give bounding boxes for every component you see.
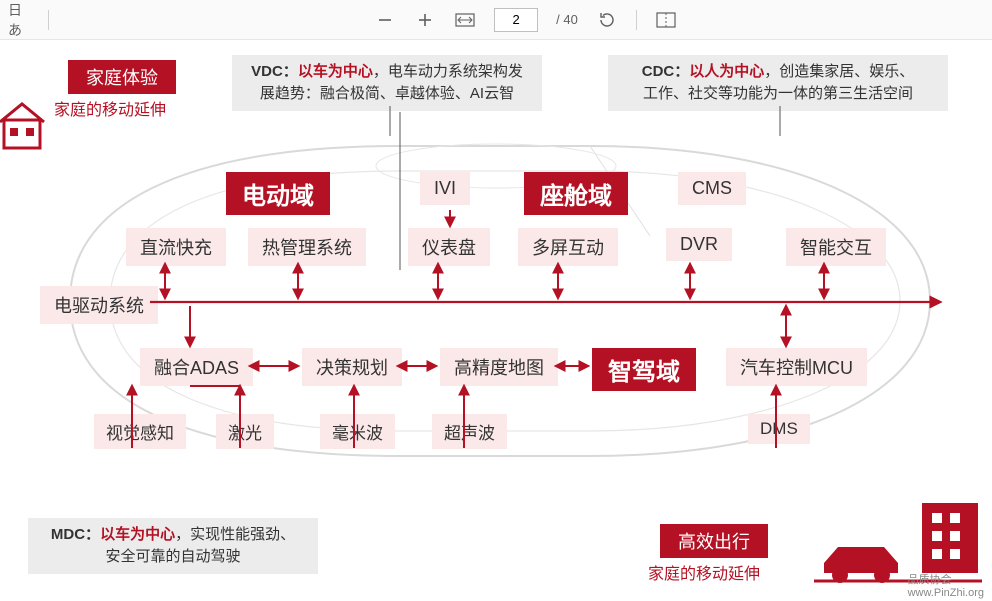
toolbar-separator xyxy=(48,10,49,30)
node-adas: 融合ADAS xyxy=(140,348,253,386)
node-planning: 决策规划 xyxy=(302,348,402,386)
page-view-icon[interactable] xyxy=(655,9,677,31)
node-cms: CMS xyxy=(678,172,746,205)
node-edrive: 电驱动系统 xyxy=(40,286,158,324)
badge-travel: 高效出行 xyxy=(660,524,768,558)
node-mcu: 汽车控制MCU xyxy=(726,348,867,386)
mdc-tag: MDC： xyxy=(51,526,100,543)
page-total-label: / 40 xyxy=(556,12,578,27)
vdc-text1: ，电车动力系统架构发 xyxy=(373,63,523,80)
fit-width-icon[interactable] xyxy=(454,9,476,31)
zoom-in-icon[interactable] xyxy=(414,9,436,31)
info-vdc: VDC：以车为中心，电车动力系统架构发 展趋势：融合极简、卓越体验、AI云智 xyxy=(232,55,542,111)
cdc-tag: CDC： xyxy=(642,63,690,80)
watermark-text2: www.PinZhi.org xyxy=(908,587,984,599)
node-dms: DMS xyxy=(748,414,810,444)
info-mdc: MDC：以车为中心，实现性能强劲、 安全可靠的自动驾驶 xyxy=(28,518,318,574)
badge-family: 家庭体验 xyxy=(68,60,176,94)
cdc-text2: 工作、社交等功能为一体的第三生活空间 xyxy=(643,85,913,102)
node-dc-charge: 直流快充 xyxy=(126,228,226,266)
vdc-tag: VDC： xyxy=(251,63,298,80)
watermark-text1: 品质协会 xyxy=(908,574,952,586)
node-multiscreen: 多屏互动 xyxy=(518,228,618,266)
domain-cockpit: 座舱域 xyxy=(524,172,628,215)
zoom-out-icon[interactable] xyxy=(374,9,396,31)
page-number-input[interactable] xyxy=(494,8,538,32)
rotate-icon[interactable] xyxy=(596,9,618,31)
cdc-text1: ，创造集家居、娱乐、 xyxy=(764,63,914,80)
watermark: 品质协会 www.PinZhi.org xyxy=(908,571,984,599)
toolbar-separator xyxy=(636,10,637,30)
node-cluster: 仪表盘 xyxy=(408,228,490,266)
house-icon xyxy=(0,98,56,154)
cdc-highlight: 以人为中心 xyxy=(689,63,764,80)
node-thermal: 热管理系统 xyxy=(248,228,366,266)
node-hmi: 智能交互 xyxy=(786,228,886,266)
info-cdc: CDC：以人为中心，创造集家居、娱乐、 工作、社交等功能为一体的第三生活空间 xyxy=(608,55,948,111)
vdc-text2: 展趋势：融合极简、卓越体验、AI云智 xyxy=(260,85,514,102)
node-hdmap: 高精度地图 xyxy=(440,348,558,386)
domain-ev: 电动域 xyxy=(226,172,330,215)
mdc-highlight: 以车为中心 xyxy=(100,526,175,543)
domain-drive: 智驾域 xyxy=(592,348,696,391)
mdc-text2: 安全可靠的自动驾驶 xyxy=(105,548,240,565)
node-ultra: 超声波 xyxy=(432,414,507,449)
caption-family-sub: 家庭的移动延伸 xyxy=(54,96,166,120)
caption-travel-sub: 家庭的移动延伸 xyxy=(648,560,760,584)
mdc-text1: ，实现性能强劲、 xyxy=(175,526,295,543)
node-dvr: DVR xyxy=(666,228,732,261)
vdc-highlight: 以车为中心 xyxy=(298,63,373,80)
translate-icon[interactable]: 日あ xyxy=(8,9,30,31)
node-ivi: IVI xyxy=(420,172,470,205)
node-mmwave: 毫米波 xyxy=(320,414,395,449)
node-lidar: 激光 xyxy=(216,414,274,449)
node-vision: 视觉感知 xyxy=(94,414,186,449)
pdf-toolbar: 日あ / 40 xyxy=(0,0,992,40)
